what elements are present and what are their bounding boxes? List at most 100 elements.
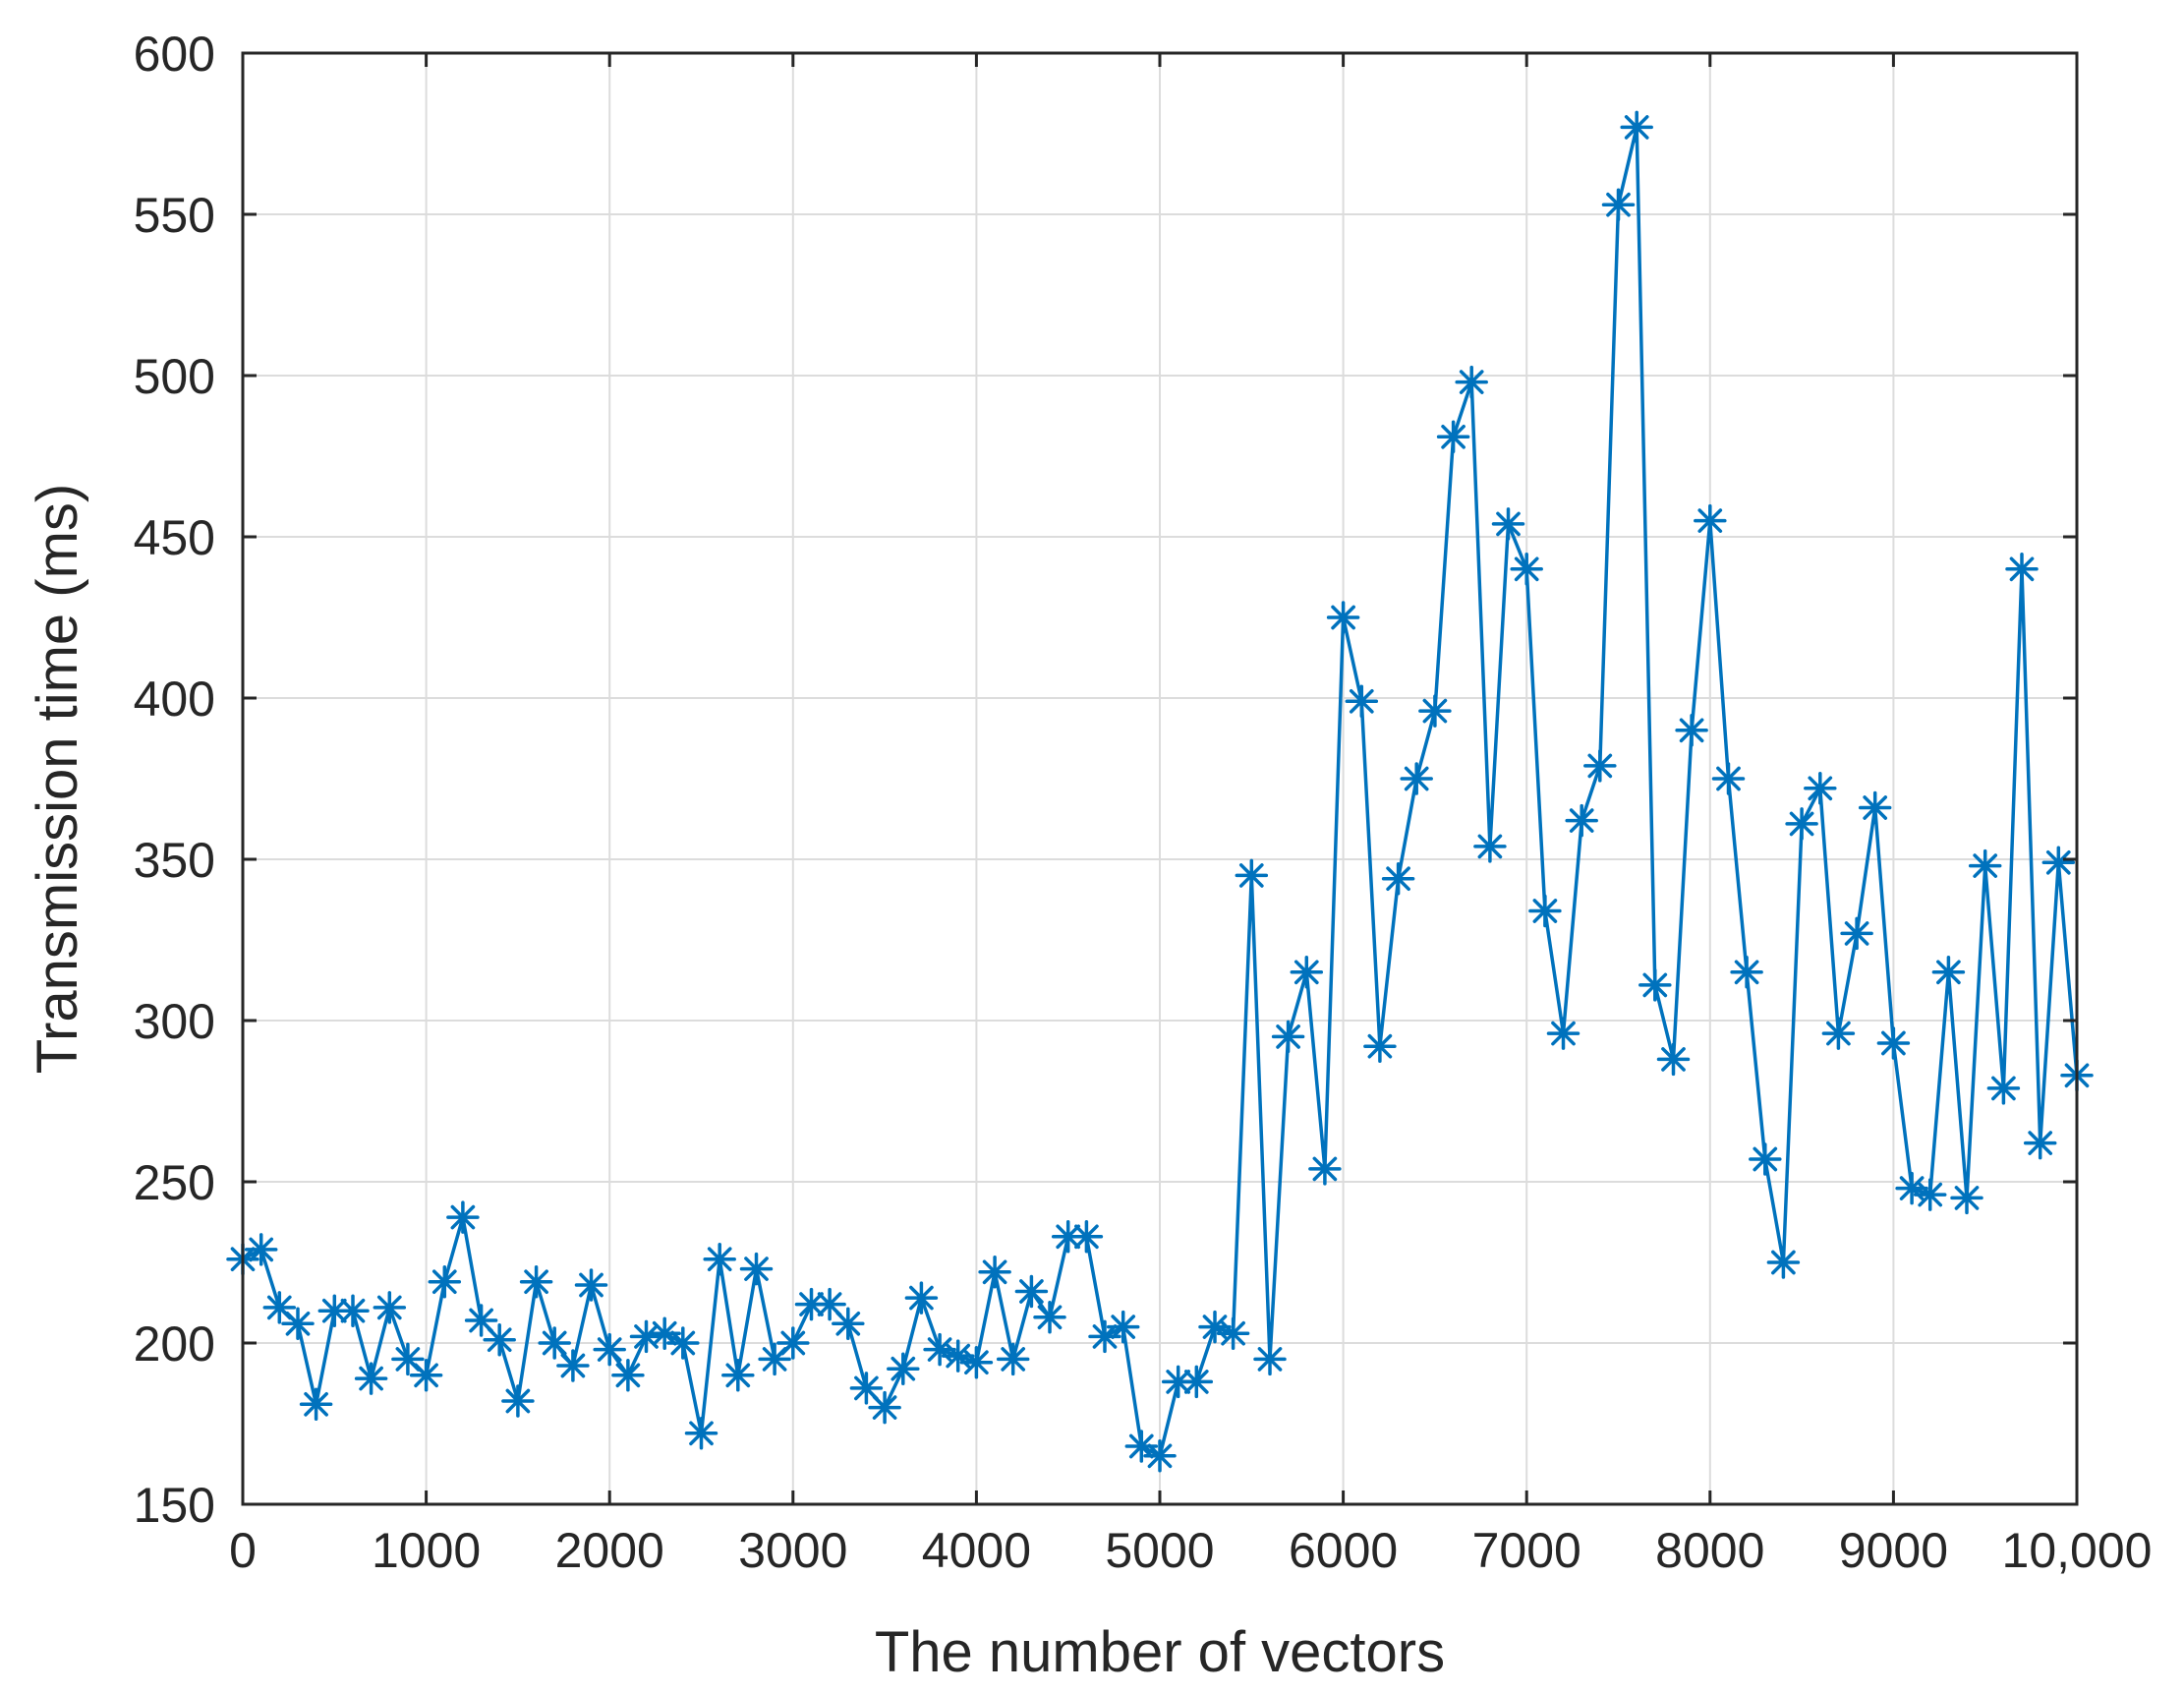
data-point-marker [1694,503,1727,538]
data-point-marker [354,1362,388,1395]
y-tick-label: 200 [134,1316,215,1372]
x-tick-label: 7000 [1472,1523,1581,1578]
x-tick-label: 10,000 [2002,1523,2153,1578]
data-point-marker [611,1359,645,1392]
data-point-marker [244,1233,278,1266]
data-point-marker [1656,1042,1691,1077]
data-point-marker [519,1264,553,1299]
data-point-marker [1326,601,1360,634]
y-tick-label: 350 [134,833,215,888]
data-point-marker [1143,1439,1177,1473]
data-point-marker [684,1417,718,1450]
data-point-marker [1235,858,1269,893]
tick-labels: 0 1000 2000 3000 4000 5000 6000 7000 8000 9000 10,… [134,27,2153,1578]
data-point-marker [1785,807,1818,841]
data-point-marker [1804,772,1837,805]
data-point-marker [1051,1220,1085,1254]
data-point-marker [1546,1017,1581,1050]
y-tick-label: 150 [134,1478,215,1533]
data-point-marker [1014,1274,1049,1309]
data-point-marker [1491,507,1525,541]
data-point-marker [2023,1126,2057,1160]
series-transmission-time [226,110,2094,1473]
data-point-marker [1749,1142,1782,1176]
data-point-marker [1986,1072,2021,1105]
data-point-marker [739,1252,774,1286]
data-point-marker [1106,1310,1140,1344]
y-tick-label: 400 [134,672,215,727]
data-point-marker [556,1349,590,1382]
data-point-marker [849,1372,884,1405]
data-point-marker [1638,968,1672,1002]
data-point-marker [1931,956,1966,989]
data-point-marker [1821,1017,1856,1050]
data-point-marker [666,1326,700,1360]
data-point-marker [1436,420,1470,454]
data-point-marker [1069,1220,1104,1254]
data-point-marker [593,1332,626,1367]
x-tick-label: 8000 [1655,1523,1764,1578]
x-tick-label: 9000 [1839,1523,1948,1578]
x-tick-label: 6000 [1289,1523,1398,1578]
y-axis-title: Transmission time (ms) [26,484,89,1074]
data-point-marker [1675,714,1708,747]
x-axis-title: The number of vectors [875,1620,1445,1684]
data-point-marker [1033,1301,1066,1334]
data-point-marker [464,1304,498,1337]
x-tick-label: 0 [229,1523,257,1578]
data-point-marker [2041,846,2076,880]
data-point-marker [721,1359,755,1392]
data-point-marker [428,1264,462,1299]
data-point-marker [1858,790,1892,825]
data-point-marker [1876,1026,1911,1060]
data-point-marker [262,1291,297,1324]
data-point-marker [483,1322,516,1357]
data-point-marker [703,1242,736,1276]
data-point-marker [1179,1365,1214,1399]
data-point-marker [1308,1152,1342,1186]
data-point-marker [832,1307,865,1341]
y-tick-label: 600 [134,27,215,82]
y-tick-label: 300 [134,994,215,1049]
axis-ticks [241,51,2079,1506]
data-point-marker [1968,848,2002,883]
data-point-marker [1840,916,1873,951]
data-point-marker [996,1342,1030,1376]
data-point-marker [538,1326,571,1360]
data-point-marker [1913,1178,1947,1211]
y-tick-label: 550 [134,188,215,243]
data-point-marker [501,1384,535,1418]
data-point-marker [813,1287,846,1321]
data-point-marker [868,1390,901,1425]
x-tick-label: 5000 [1105,1523,1214,1578]
data-point-marker [904,1281,939,1315]
data-point-marker [1601,188,1636,221]
data-point-marker [1400,762,1433,795]
data-point-marker [1528,894,1562,928]
data-point-marker [978,1256,1011,1289]
data-point-marker [1253,1342,1287,1376]
y-tick-label: 450 [134,510,215,565]
data-point-marker [1345,684,1379,719]
data-point-marker [336,1294,370,1327]
data-point-marker [299,1387,333,1422]
data-point-marker [1510,553,1543,586]
data-point-marker [1271,1020,1305,1054]
data-point-marker [1620,110,1653,145]
data-point-marker [446,1200,480,1234]
data-point-marker [281,1307,315,1341]
y-tick-label: 500 [134,349,215,404]
data-point-marker [887,1352,920,1385]
data-point-marker [1766,1246,1801,1279]
data-point-marker [409,1359,443,1392]
data-point-marker [1583,749,1617,783]
data-point-marker [1381,861,1415,896]
data-point-marker [373,1291,407,1324]
data-point-marker [1161,1365,1195,1399]
data-point-marker [1711,762,1746,795]
x-tick-label: 4000 [922,1523,1031,1578]
data-point-marker [776,1326,810,1360]
x-tick-label: 1000 [372,1523,481,1578]
